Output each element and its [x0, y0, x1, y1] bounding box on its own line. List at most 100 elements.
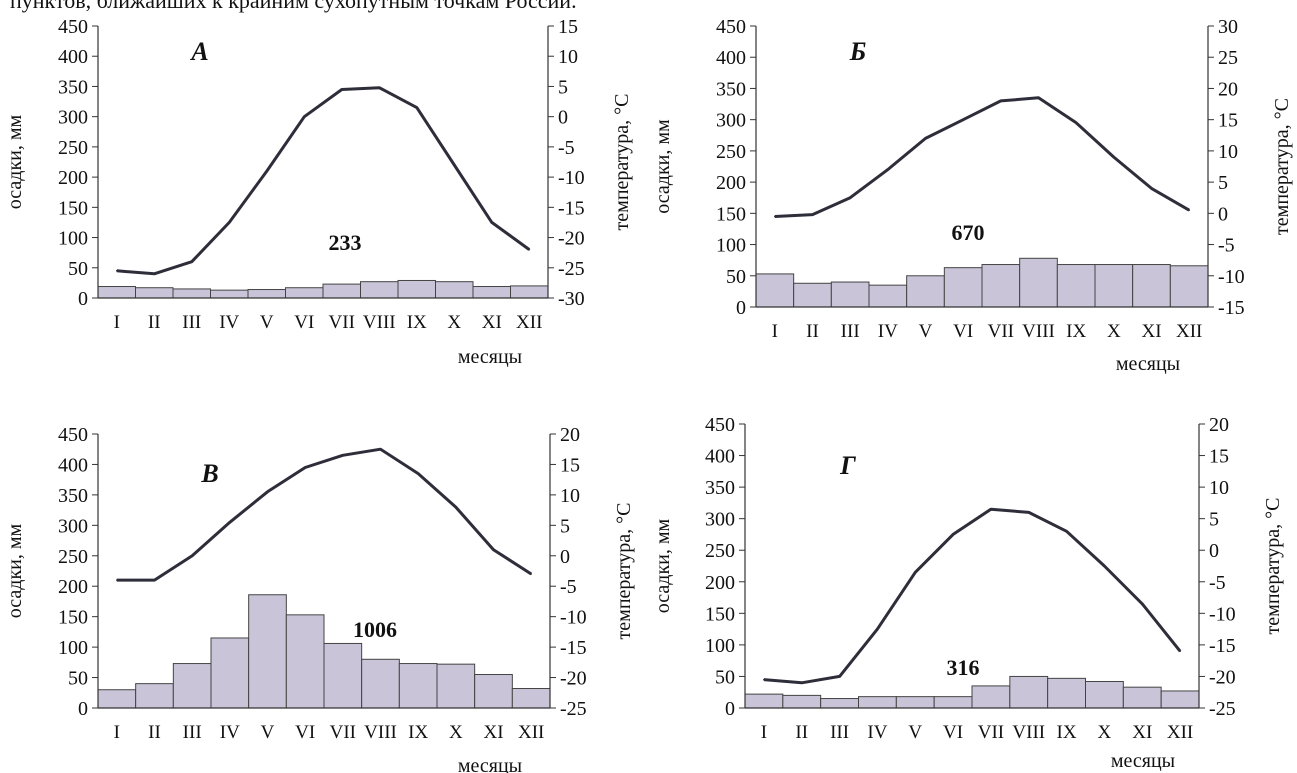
- chart-letter: А: [189, 37, 208, 66]
- temperature-point-IX: [415, 106, 418, 109]
- temperature-point-X: [1103, 565, 1106, 567]
- precip-bar-V: [248, 594, 287, 709]
- left-tick-label: 0: [78, 698, 88, 720]
- month-label-XII: XII: [1167, 722, 1193, 743]
- precip-bar-V: [906, 275, 945, 308]
- precip-bar-XII: [510, 285, 549, 299]
- month-label-V: V: [908, 722, 922, 743]
- month-label-IX: IX: [408, 722, 428, 743]
- right-tick-label: 20: [560, 424, 580, 446]
- right-tick-label: -20: [558, 228, 585, 250]
- x-axis-label: месяцы: [458, 755, 522, 773]
- precip-bar-VI: [285, 614, 325, 709]
- y2-axis-label: температура, °C: [1271, 98, 1293, 235]
- right-tick-label: 10: [1209, 477, 1229, 499]
- left-tick-label: 100: [58, 637, 88, 659]
- precip-bar-X: [436, 663, 476, 709]
- right-tick-label: -20: [1209, 666, 1236, 688]
- left-tick-label: 450: [716, 18, 746, 38]
- month-label-IV: IV: [867, 722, 887, 743]
- temperature-point-XI: [490, 221, 493, 224]
- right-tick-label: 15: [558, 18, 578, 38]
- right-tick-label: 15: [1209, 446, 1229, 468]
- month-label-II: II: [806, 321, 819, 342]
- temperature-point-II: [153, 273, 156, 275]
- left-tick-label: 50: [68, 668, 88, 690]
- month-label-X: X: [1098, 722, 1112, 743]
- temperature-point-IV: [887, 168, 889, 171]
- temperature-point-III: [838, 675, 841, 678]
- right-tick-label: 0: [558, 107, 568, 129]
- temperature-point-XI: [1141, 603, 1144, 605]
- temperature-point-VI: [952, 533, 954, 536]
- right-tick-label: 5: [1209, 509, 1219, 531]
- month-label-VIII: VIII: [1022, 321, 1055, 342]
- precip-bar-III: [820, 698, 860, 709]
- y-axis-label: осадки, мм: [652, 119, 674, 214]
- precip-bar-IX: [398, 663, 438, 709]
- y-axis-label: осадки, мм: [4, 114, 26, 209]
- precip-bar-I: [97, 286, 136, 299]
- precip-bar-IV: [210, 637, 250, 709]
- left-tick-label: 450: [58, 18, 88, 38]
- y-axis-label: осадки, мм: [652, 518, 674, 613]
- precip-bar-VI: [285, 287, 324, 299]
- month-label-VIII: VIII: [364, 722, 397, 743]
- precip-bar-IX: [1056, 264, 1096, 308]
- right-tick-label: 5: [1218, 172, 1228, 194]
- precip-bar-V: [247, 289, 286, 299]
- temperature-point-VII: [990, 508, 992, 510]
- right-tick-label: 20: [1218, 78, 1238, 100]
- month-label-II: II: [148, 312, 161, 333]
- left-tick-label: 400: [58, 454, 88, 476]
- month-label-IX: IX: [1066, 321, 1086, 342]
- left-tick-label: 200: [716, 172, 746, 194]
- right-tick-label: -10: [560, 607, 587, 629]
- month-label-V: V: [260, 312, 274, 333]
- month-label-VIII: VIII: [1012, 722, 1045, 743]
- left-tick-label: 250: [716, 141, 746, 163]
- month-label-I: I: [761, 722, 767, 743]
- right-tick-label: 0: [560, 546, 570, 568]
- right-tick-label: -20: [560, 668, 587, 690]
- temperature-point-V: [266, 491, 269, 493]
- precip-bar-IV: [210, 289, 249, 299]
- precip-bar-VII: [981, 264, 1021, 308]
- climate-chart-a: 050100150200250300350400450-30-25-20-15-…: [4, 18, 633, 368]
- right-tick-label: -10: [558, 167, 585, 189]
- annual-precipitation: 670: [952, 220, 985, 245]
- month-label-VI: VI: [294, 312, 314, 333]
- temperature-point-X: [1113, 156, 1115, 158]
- left-tick-label: 200: [58, 576, 88, 598]
- right-tick-label: -5: [558, 137, 575, 159]
- month-label-VI: VI: [943, 722, 963, 743]
- left-tick-label: 100: [58, 228, 88, 250]
- right-tick-label: -30: [558, 288, 585, 310]
- month-label-IV: IV: [220, 722, 240, 743]
- temperature-point-II: [153, 579, 156, 581]
- temperature-point-III: [849, 196, 851, 199]
- month-label-III: III: [182, 312, 201, 333]
- month-label-VII: VII: [988, 321, 1014, 342]
- right-tick-label: -15: [558, 197, 585, 219]
- month-label-VIII: VIII: [363, 312, 396, 333]
- precip-bar-VII: [322, 283, 361, 299]
- chart-letter: Г: [839, 451, 856, 480]
- month-label-X: X: [1107, 321, 1121, 342]
- temperature-point-IX: [1075, 121, 1077, 124]
- precip-bar-X: [435, 281, 474, 299]
- month-label-III: III: [841, 321, 860, 342]
- right-tick-label: 30: [1218, 18, 1238, 38]
- annual-precipitation: 233: [329, 230, 362, 255]
- right-tick-label: -5: [1209, 572, 1226, 594]
- precip-bar-II: [135, 287, 174, 299]
- precip-bar-VIII: [361, 658, 400, 709]
- temperature-point-III: [190, 260, 193, 263]
- left-tick-label: 100: [716, 235, 746, 257]
- right-tick-label: -10: [1218, 266, 1245, 288]
- right-tick-label: -15: [1209, 635, 1236, 657]
- month-label-III: III: [830, 722, 849, 743]
- temperature-point-III: [191, 554, 193, 557]
- left-tick-label: 350: [705, 477, 735, 499]
- left-tick-label: 0: [78, 288, 88, 310]
